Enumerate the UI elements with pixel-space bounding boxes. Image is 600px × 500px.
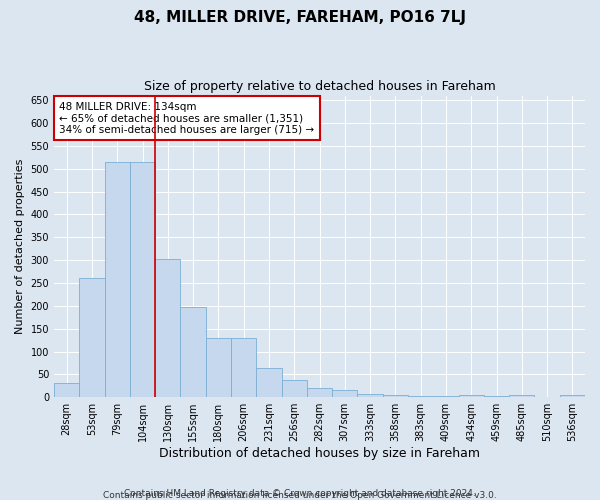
Bar bbox=[433, 396, 458, 397]
Bar bbox=[130, 162, 155, 397]
Bar bbox=[181, 307, 206, 397]
Bar bbox=[560, 395, 585, 397]
Bar bbox=[104, 162, 130, 397]
Bar bbox=[79, 278, 104, 397]
Y-axis label: Number of detached properties: Number of detached properties bbox=[15, 158, 25, 334]
Title: Size of property relative to detached houses in Fareham: Size of property relative to detached ho… bbox=[143, 80, 496, 93]
Text: 48, MILLER DRIVE, FAREHAM, PO16 7LJ: 48, MILLER DRIVE, FAREHAM, PO16 7LJ bbox=[134, 10, 466, 25]
X-axis label: Distribution of detached houses by size in Fareham: Distribution of detached houses by size … bbox=[159, 447, 480, 460]
Bar bbox=[484, 396, 509, 397]
Bar bbox=[206, 338, 231, 397]
Bar bbox=[332, 390, 358, 397]
Bar bbox=[358, 394, 383, 397]
Bar bbox=[408, 396, 433, 397]
Bar bbox=[383, 395, 408, 397]
Bar bbox=[155, 259, 181, 397]
Text: Contains HM Land Registry data © Crown copyright and database right 2024.: Contains HM Land Registry data © Crown c… bbox=[124, 488, 476, 498]
Bar bbox=[256, 368, 281, 397]
Bar bbox=[509, 395, 535, 397]
Bar bbox=[231, 338, 256, 397]
Bar bbox=[458, 395, 484, 397]
Text: 48 MILLER DRIVE: 134sqm
← 65% of detached houses are smaller (1,351)
34% of semi: 48 MILLER DRIVE: 134sqm ← 65% of detache… bbox=[59, 102, 314, 135]
Bar bbox=[281, 380, 307, 397]
Text: Contains public sector information licensed under the Open Government Licence v3: Contains public sector information licen… bbox=[103, 491, 497, 500]
Bar bbox=[307, 388, 332, 397]
Bar bbox=[54, 384, 79, 397]
